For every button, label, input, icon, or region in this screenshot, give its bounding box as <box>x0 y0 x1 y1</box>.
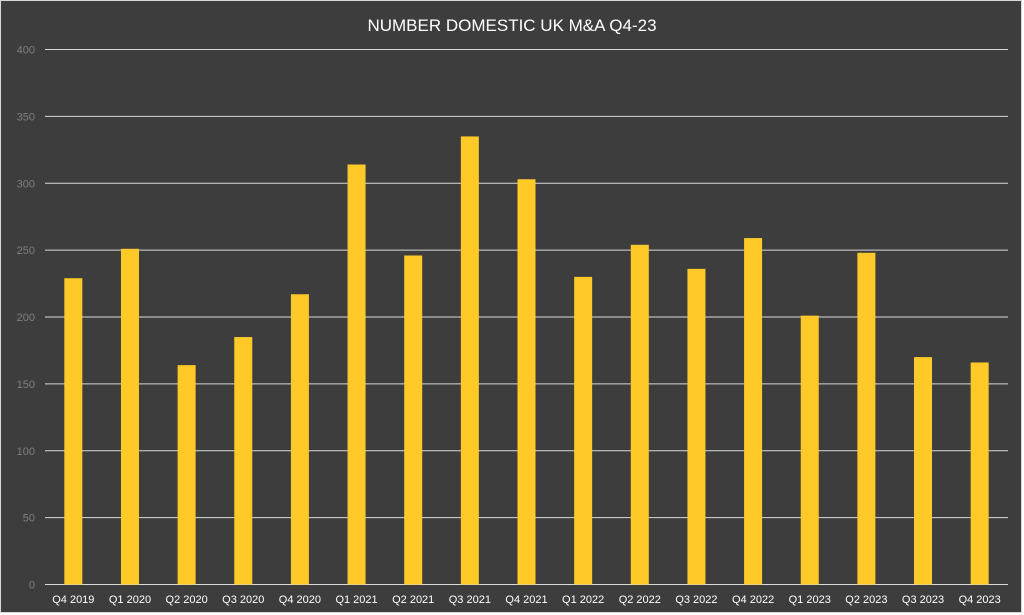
x-category-label: Q1 2021 <box>335 594 377 606</box>
x-category-label: Q2 2021 <box>392 594 434 606</box>
bar-q3-2022 <box>687 268 706 585</box>
y-tick-label: 0 <box>29 580 35 592</box>
bar-q2-2023 <box>857 252 876 585</box>
x-category-label: Q4 2020 <box>279 594 321 606</box>
y-tick-label: 200 <box>17 312 35 324</box>
bars <box>64 136 989 585</box>
bar-q1-2022 <box>574 276 593 585</box>
x-category-label: Q2 2020 <box>166 594 208 606</box>
bar-q2-2022 <box>630 244 649 585</box>
bar-q2-2021 <box>404 255 423 585</box>
y-tick-label: 50 <box>23 513 35 525</box>
bar-q4-2021 <box>517 179 536 585</box>
x-category-label: Q2 2022 <box>619 594 661 606</box>
bar-q3-2021 <box>460 136 479 585</box>
bar-q3-2023 <box>914 357 933 585</box>
x-category-label: Q4 2023 <box>959 594 1001 606</box>
bar-q4-2022 <box>744 238 763 585</box>
x-axis-category-labels: Q4 2019 Q1 2020 Q2 2020 Q3 2020 Q4 2020 Q1 20… <box>52 594 1001 606</box>
x-category-label: Q4 2019 <box>52 594 94 606</box>
y-axis-tick-labels: 0 50 100 150 200 250 300 350 400 <box>17 45 35 592</box>
x-category-label: Q4 2021 <box>505 594 547 606</box>
x-category-label: Q1 2020 <box>109 594 151 606</box>
y-tick-label: 300 <box>17 178 35 190</box>
x-category-label: Q1 2022 <box>562 594 604 606</box>
y-tick-label: 100 <box>17 446 35 458</box>
bar-q4-2023 <box>970 362 989 585</box>
x-category-label: Q3 2022 <box>675 594 717 606</box>
x-category-label: Q2 2023 <box>845 594 887 606</box>
y-tick-label: 150 <box>17 379 35 391</box>
y-tick-label: 250 <box>17 245 35 257</box>
bar-q4-2019 <box>64 278 83 585</box>
y-tick-label: 400 <box>17 45 35 57</box>
bar-q3-2020 <box>234 337 253 585</box>
bar-q1-2023 <box>800 315 819 585</box>
x-category-label: Q4 2022 <box>732 594 774 606</box>
y-tick-label: 350 <box>17 111 35 123</box>
bar-q1-2020 <box>120 248 139 585</box>
x-category-label: Q3 2020 <box>222 594 264 606</box>
x-category-label: Q3 2021 <box>449 594 491 606</box>
bar-q4-2020 <box>290 294 309 585</box>
bar-q2-2020 <box>177 365 196 585</box>
x-category-label: Q3 2023 <box>902 594 944 606</box>
bar-q1-2021 <box>347 164 366 585</box>
x-category-label: Q1 2023 <box>789 594 831 606</box>
chart-title: NUMBER DOMESTIC UK M&A Q4-23 <box>367 16 656 35</box>
